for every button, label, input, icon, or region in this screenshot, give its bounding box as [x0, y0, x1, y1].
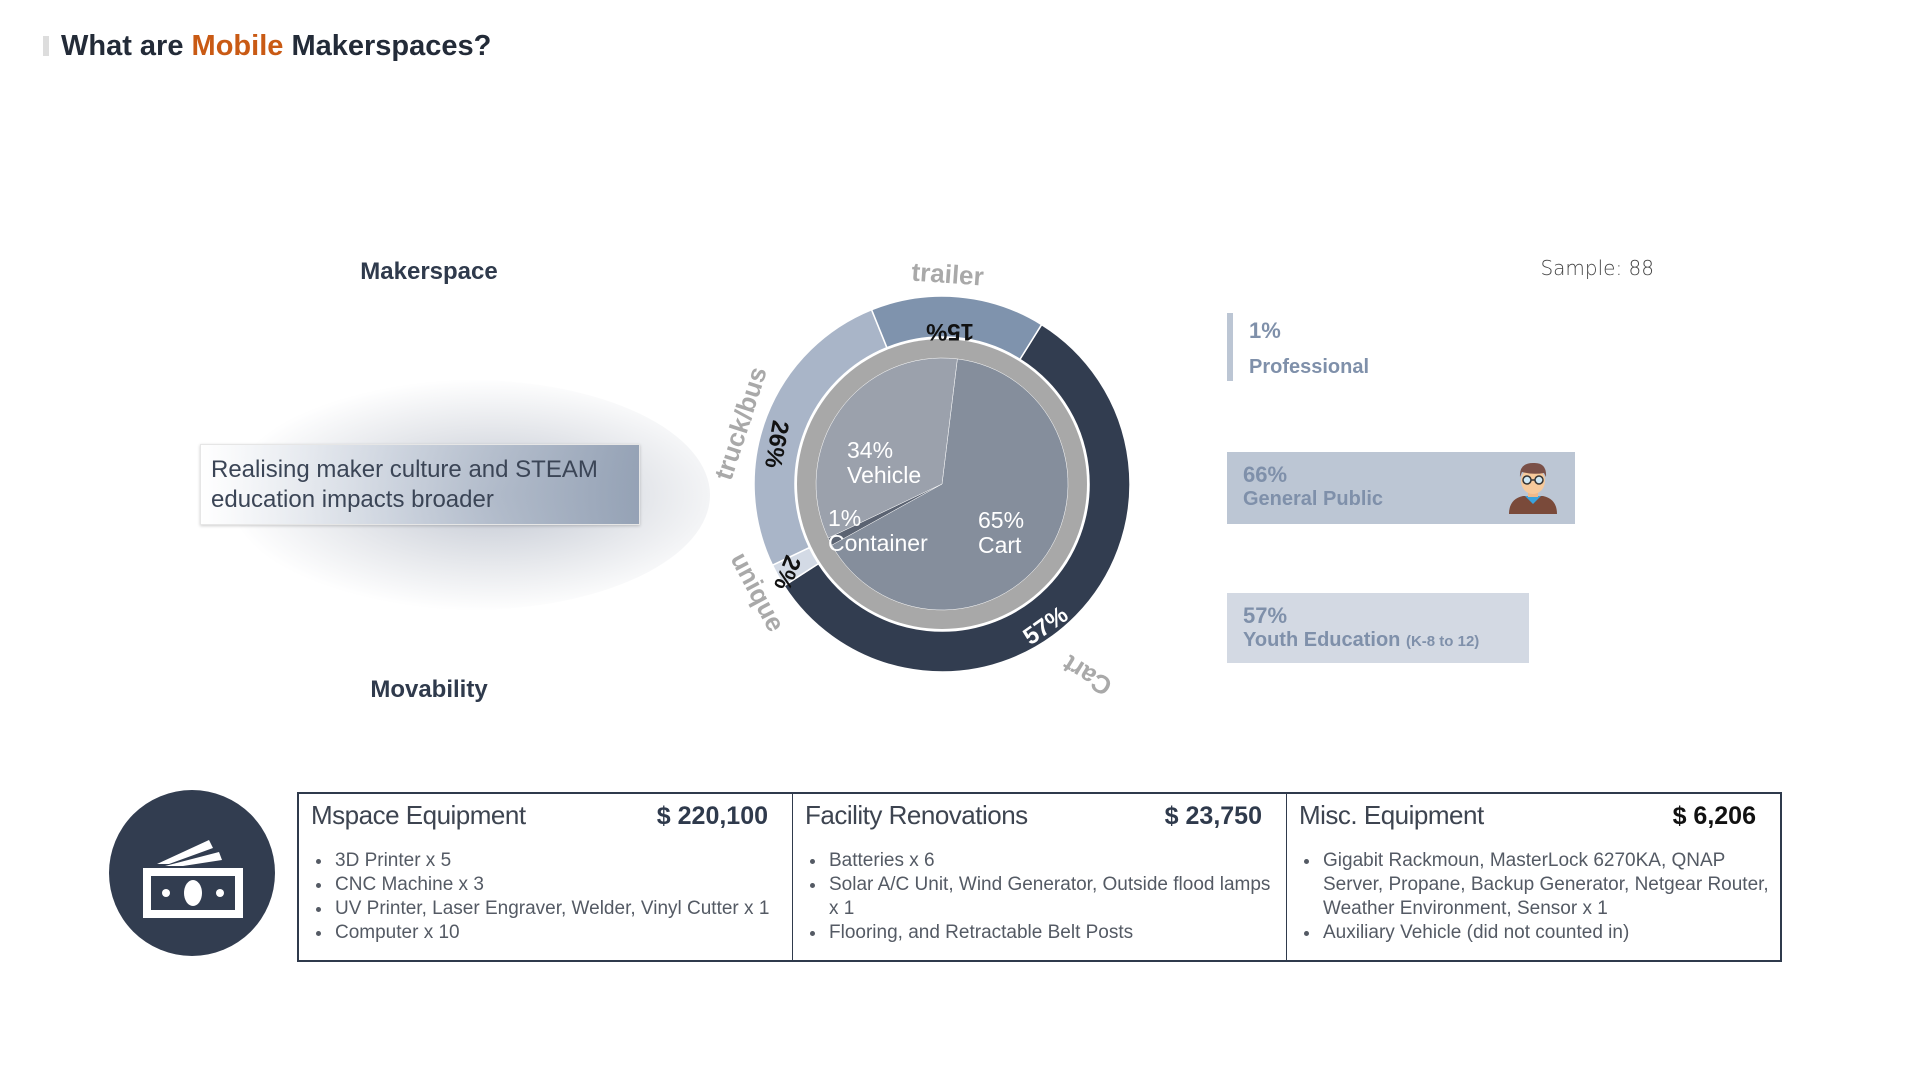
cost-item: Computer x 10 [333, 921, 782, 945]
makerspace-label: Makerspace [360, 258, 498, 285]
cost-item: Solar A/C Unit, Wind Generator, Outside … [827, 873, 1276, 921]
outer-ring [753, 295, 1131, 673]
cost-amount: $ 220,100 [656, 802, 768, 830]
movability-label: Movability [370, 676, 488, 703]
audience-name: General Public [1243, 488, 1384, 510]
inner-pie [815, 357, 1069, 611]
title-highlight: Mobile [191, 30, 284, 62]
title-accent-bar [43, 36, 49, 56]
cost-item: Flooring, and Retractable Belt Posts [827, 921, 1276, 945]
ring-label-cart: Cart [1057, 649, 1117, 702]
cost-item: CNC Machine x 3 [333, 873, 782, 897]
cost-amount: $ 6,206 [1672, 802, 1756, 830]
audience-name: Youth Education [1243, 629, 1401, 651]
cost-item: Auxiliary Vehicle (did not counted in) [1321, 921, 1770, 945]
cost-name: Misc. Equipment [1299, 800, 1484, 830]
audience-youth-education: 57% Youth Education (K-8 to 12) [1227, 593, 1529, 663]
cost-table: Mspace Equipment $ 220,100 3D Printer x 5… [297, 792, 1782, 962]
cost-item: 3D Printer x 5 [333, 849, 782, 873]
cost-column-mspace-equipment: Mspace Equipment $ 220,100 3D Printer x 5… [299, 794, 793, 960]
pie-pct-vehicle: 34% [847, 437, 893, 463]
cost-amount: $ 23,750 [1164, 802, 1262, 830]
audience-pct: 66% [1243, 462, 1288, 487]
cost-item: Batteries x 6 [827, 849, 1276, 873]
person-avatar-icon [1509, 462, 1557, 514]
audience-pct: 57% [1243, 603, 1288, 628]
ring-label-trailer: trailer [911, 257, 985, 292]
cost-column-facility-renovations: Facility Renovations $ 23,750 Batteries x… [793, 794, 1287, 960]
inner-segment-cart [831, 358, 1069, 611]
money-icon [109, 790, 275, 956]
cost-items: 3D Printer x 5 CNC Machine x 3 UV Printe… [311, 849, 782, 945]
tagline-box: Realising maker culture and STEAM educat… [200, 444, 640, 525]
cost-name: Facility Renovations [805, 800, 1028, 830]
cost-items: Batteries x 6 Solar A/C Unit, Wind Gener… [805, 849, 1276, 945]
audience-general-public: 66% General Public [1227, 452, 1575, 524]
sample-size: Sample: 88 [1540, 256, 1654, 280]
inner-segment-vehicle [815, 357, 958, 539]
pie-label-vehicle: Vehicle [847, 462, 921, 488]
audience-note: (K-8 to 12) [1405, 633, 1480, 650]
cost-name: Mspace Equipment [311, 800, 526, 830]
page-title: What are Mobile Makerspaces? [43, 30, 491, 63]
pie-pct-cart: 65% [978, 507, 1024, 533]
movability-donut-chart: trailer truck/bus unique Cart 15% 26% 2%… [708, 257, 1131, 702]
ring-pct-trailer: 15% [926, 318, 974, 345]
audience-professional: 1% Professional [1227, 313, 1369, 381]
cost-column-misc-equipment: Misc. Equipment $ 6,206 Gigabit Rackmoun,… [1287, 794, 1780, 960]
cost-item: Gigabit Rackmoun, MasterLock 6270KA, QNA… [1321, 849, 1770, 921]
cost-item: UV Printer, Laser Engraver, Welder, Viny… [333, 897, 782, 921]
cost-items: Gigabit Rackmoun, MasterLock 6270KA, QNA… [1299, 849, 1770, 945]
audience-pct: 1% [1249, 318, 1281, 343]
pie-label-cart: Cart [978, 532, 1022, 558]
pie-label-container: Container [828, 530, 928, 556]
title-prefix: What are [61, 30, 184, 62]
pie-pct-container: 1% [828, 505, 861, 531]
title-suffix: Makerspaces? [291, 30, 492, 62]
audience-name: Professional [1249, 356, 1370, 378]
